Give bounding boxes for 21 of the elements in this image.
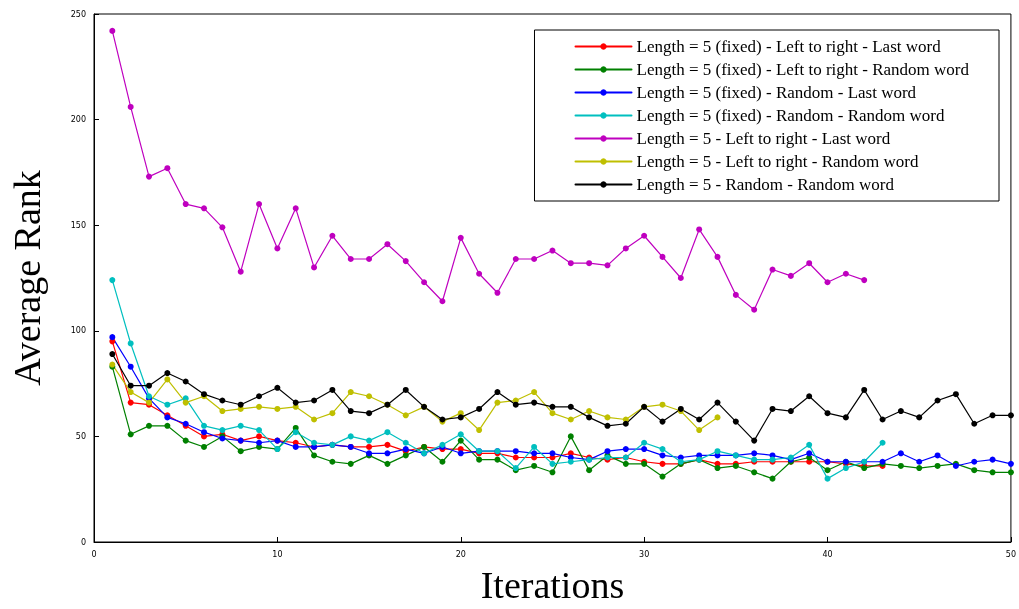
x-tick-label: 50 <box>1005 549 1016 559</box>
legend-label: Length = 5 (fixed) - Left to right - Last word <box>636 37 942 56</box>
legend-label: Length = 5 - Left to right - Random word <box>636 152 919 171</box>
y-axis-title: Average Rank <box>6 170 48 386</box>
y-tick-label: 150 <box>70 220 86 230</box>
x-tick-label: 40 <box>822 549 833 559</box>
y-tick-label: 250 <box>70 9 86 19</box>
x-tick-label: 0 <box>91 549 97 559</box>
x-tick-label: 30 <box>639 549 650 559</box>
legend-label: Length = 5 (fixed) - Random - Last word <box>636 83 917 102</box>
x-tick-label: 20 <box>455 549 466 559</box>
x-tick-label: 10 <box>272 549 283 559</box>
legend-label: Length = 5 - Random - Random word <box>636 175 895 194</box>
y-tick-label: 200 <box>70 115 86 125</box>
y-tick-label: 100 <box>70 326 86 336</box>
y-tick-label: 0 <box>80 537 86 547</box>
legend-label: Length = 5 - Left to right - Last word <box>636 129 891 148</box>
legend-label: Length = 5 (fixed) - Random - Random word <box>636 106 945 125</box>
legend-label: Length = 5 (fixed) - Left to right - Random word <box>636 60 970 79</box>
y-tick-label: 50 <box>75 431 86 441</box>
x-axis-title: Iterations <box>480 564 625 606</box>
